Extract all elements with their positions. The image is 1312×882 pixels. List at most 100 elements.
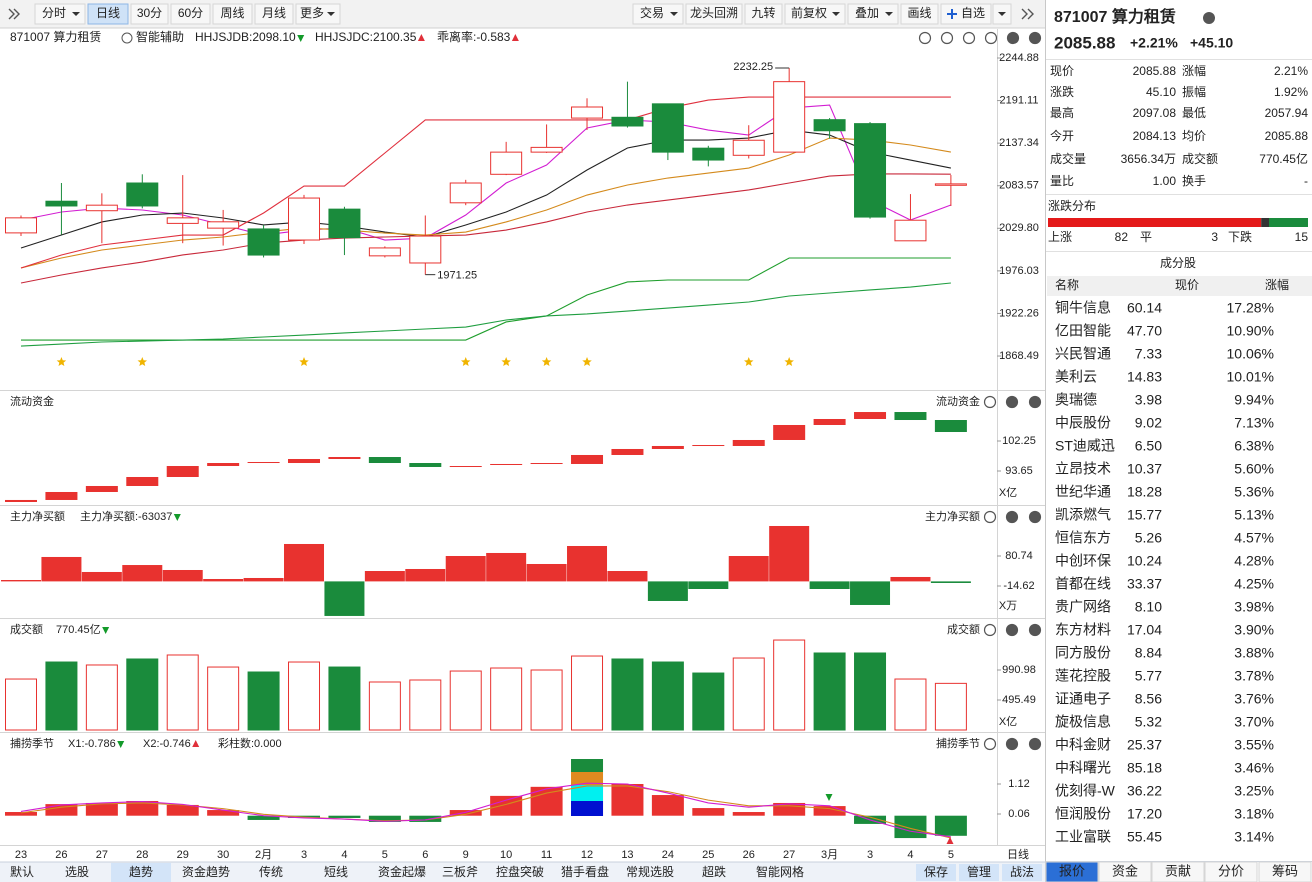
component-name[interactable]: 铜牛信息	[1055, 300, 1111, 316]
toolbar-button-label[interactable]: 60分	[178, 6, 203, 20]
strategy-tab[interactable]: 资金趋势	[182, 864, 230, 879]
component-name[interactable]: ST迪威迅	[1055, 438, 1115, 454]
toolbar-button-label[interactable]: 30分	[137, 6, 162, 20]
component-name[interactable]: 旋极信息	[1055, 714, 1111, 730]
panel-tool-icon[interactable]	[983, 395, 997, 409]
component-name[interactable]: 恒信东方	[1055, 530, 1111, 546]
component-name[interactable]: 亿田智能	[1055, 323, 1111, 339]
panel-tool-icon[interactable]	[983, 737, 997, 751]
component-name[interactable]: 立昂技术	[1055, 461, 1111, 477]
quote-tab[interactable]	[1204, 861, 1258, 882]
quote-tab-label[interactable]: 筹码	[1272, 863, 1298, 878]
toolbar-button-label[interactable]: 画线	[907, 6, 931, 20]
component-name[interactable]: 中辰股份	[1055, 415, 1111, 431]
panel-tool-icon[interactable]	[983, 623, 997, 637]
toolbar-button-label[interactable]: 前复权	[791, 5, 827, 20]
component-name[interactable]: 世纪华通	[1055, 484, 1111, 500]
panel-tool-icon[interactable]	[962, 31, 976, 45]
component-name[interactable]: 莲花控股	[1055, 668, 1111, 684]
strategy-tab[interactable]: 常规选股	[626, 864, 674, 879]
info-icon[interactable]	[1203, 12, 1215, 24]
panel-tool-icon[interactable]	[1006, 31, 1020, 45]
quote-tab-label[interactable]: 报价	[1059, 863, 1085, 878]
toolbar-button-label[interactable]: 周线	[220, 6, 244, 20]
toolbar-button-label[interactable]: 分时	[42, 6, 66, 20]
component-name[interactable]: 中科金财	[1055, 737, 1111, 753]
panel-tool-icon[interactable]	[940, 31, 954, 45]
quote-tab[interactable]	[1258, 861, 1312, 882]
toolbar-button-label[interactable]: 龙头回溯	[690, 5, 738, 20]
action-button-label[interactable]: 战法	[1010, 865, 1034, 879]
toolbar-button-label[interactable]: 九转	[751, 5, 775, 20]
toolbar-button[interactable]	[940, 3, 992, 25]
action-button[interactable]	[916, 864, 956, 881]
component-name[interactable]: 优刻得-W	[1055, 783, 1116, 799]
quote-tab-label[interactable]: 分价	[1218, 863, 1244, 878]
quote-tab[interactable]	[1045, 861, 1099, 882]
toolbar-button-label[interactable]: 交易	[640, 5, 664, 20]
toolbar-button[interactable]	[130, 3, 169, 25]
component-name[interactable]: 中创环保	[1055, 553, 1111, 569]
panel-tool-icon[interactable]	[1028, 737, 1042, 751]
component-name[interactable]: 工业富联	[1055, 829, 1111, 845]
toolbar-button-label[interactable]: 日线	[96, 6, 120, 20]
action-button-label[interactable]: 管理	[967, 864, 991, 879]
strategy-tab[interactable]: 选股	[65, 865, 89, 879]
panel-tool-icon[interactable]	[983, 510, 997, 524]
toolbar-button-label[interactable]: 自选	[961, 6, 985, 20]
toolbar-button-label[interactable]: 叠加	[855, 6, 879, 20]
component-name[interactable]: 奥瑞德	[1055, 392, 1097, 408]
action-button-label[interactable]: 保存	[924, 865, 948, 879]
component-name[interactable]: 凯添燃气	[1055, 507, 1111, 523]
strategy-tab[interactable]: 猎手看盘	[561, 864, 609, 879]
toolbar-button[interactable]	[87, 3, 129, 25]
strategy-tab[interactable]: 传统	[259, 864, 283, 879]
toolbar-button[interactable]	[784, 3, 846, 25]
panel-tool-icon[interactable]	[1028, 395, 1042, 409]
panel-tool-icon[interactable]	[918, 31, 932, 45]
toolbar-button[interactable]	[295, 3, 341, 25]
quote-tab-label[interactable]: 资金	[1112, 863, 1138, 878]
panel-tool-icon[interactable]	[1028, 623, 1042, 637]
panel-tool-icon[interactable]	[1005, 510, 1019, 524]
toolbar-button[interactable]	[170, 3, 211, 25]
panel-tool-icon[interactable]	[1005, 737, 1019, 751]
panel-tool-icon[interactable]	[1028, 31, 1042, 45]
panel-tool-icon[interactable]	[984, 31, 998, 45]
strategy-tab[interactable]: 资金起爆	[378, 864, 426, 879]
component-name[interactable]: 首都在线	[1055, 576, 1111, 592]
panel-tool-icon[interactable]	[1005, 623, 1019, 637]
expand-icon[interactable]	[1021, 8, 1034, 20]
strategy-tab[interactable]: 三板斧	[442, 865, 478, 879]
panel-tool-icon[interactable]	[1005, 395, 1019, 409]
toolbar-button[interactable]	[34, 3, 86, 25]
component-name[interactable]: 东方材料	[1055, 622, 1111, 638]
strategy-tab[interactable]: 趋势	[129, 865, 153, 879]
toolbar-button[interactable]	[900, 3, 939, 25]
toolbar-button[interactable]	[212, 3, 253, 25]
component-name[interactable]: 同方股份	[1055, 645, 1111, 661]
quote-tab-label[interactable]: 贡献	[1165, 863, 1191, 878]
strategy-tab[interactable]: 控盘突破	[496, 864, 544, 879]
component-name[interactable]: 中科曙光	[1055, 760, 1111, 776]
panel-tool-icon[interactable]	[1028, 510, 1042, 524]
action-button[interactable]	[959, 864, 999, 881]
toolbar-button[interactable]	[632, 3, 684, 25]
strategy-tab[interactable]: 短线	[324, 865, 348, 879]
toolbar-button-label[interactable]: 更多	[300, 6, 324, 20]
component-name[interactable]: 贵广网络	[1055, 599, 1111, 615]
toolbar-button[interactable]	[847, 3, 899, 25]
toolbar-button[interactable]	[254, 3, 294, 25]
component-name[interactable]: 美利云	[1055, 369, 1097, 385]
strategy-tab[interactable]: 超跌	[702, 864, 726, 879]
quote-tab[interactable]	[1151, 861, 1205, 882]
action-button[interactable]	[1002, 864, 1042, 881]
strategy-tab[interactable]: 智能网格	[756, 864, 804, 879]
collapse-icon[interactable]	[8, 8, 20, 20]
component-name[interactable]: 兴民智通	[1055, 346, 1111, 362]
component-name[interactable]: 恒润股份	[1055, 806, 1111, 822]
quote-tab[interactable]	[1098, 861, 1152, 882]
assist-label[interactable]: 智能辅助	[136, 29, 184, 44]
toolbar-button-label[interactable]: 月线	[262, 6, 286, 20]
strategy-tab[interactable]: 默认	[10, 864, 34, 879]
